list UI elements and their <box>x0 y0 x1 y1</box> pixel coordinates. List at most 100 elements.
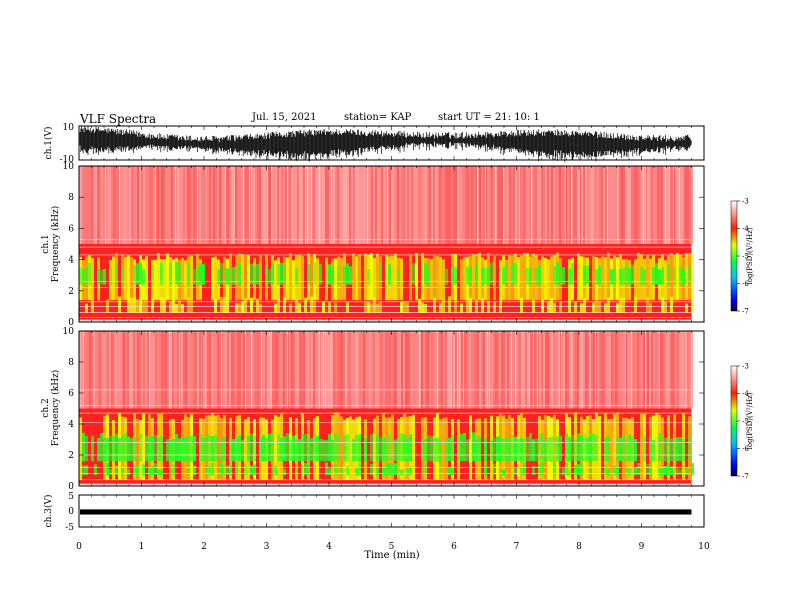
spectrogram-band <box>499 438 502 462</box>
spectrogram-column <box>551 331 553 409</box>
spectrogram-band <box>664 465 667 476</box>
spectrogram-band <box>676 468 679 476</box>
spectrogram-band <box>145 256 148 301</box>
spectrogram-gap <box>519 166 520 252</box>
spectrogram-band <box>517 439 520 462</box>
spectrogram-band <box>574 301 577 313</box>
spectrogram-band <box>325 257 328 301</box>
spectrogram-band <box>223 297 226 313</box>
spectrogram-band <box>292 260 295 301</box>
time-tick-label: 5 <box>389 542 395 552</box>
spectrogram-column <box>91 166 93 244</box>
spectrogram-column <box>345 166 347 244</box>
spectrogram-column <box>545 331 547 409</box>
spectrogram-column <box>379 166 381 244</box>
spectrogram-column <box>575 166 577 244</box>
ch1-colorbar-label: log(PSD)(V²/Hz) <box>746 227 754 284</box>
spectrogram-column <box>491 331 493 409</box>
spectrogram-band <box>313 262 316 285</box>
spectrogram-column <box>633 331 635 409</box>
spectrogram-band <box>646 297 649 313</box>
spectrogram-column <box>135 166 137 244</box>
spectrogram-band <box>595 435 598 462</box>
spectrogram-column <box>393 166 395 244</box>
spectrogram-column <box>93 331 95 409</box>
spectrogram-column <box>471 166 473 244</box>
spectrogram-band <box>532 253 535 301</box>
spectrogram-band <box>424 303 427 313</box>
spectrogram-column <box>401 331 403 409</box>
spectrogram-column <box>285 166 287 244</box>
spectrogram-gap <box>645 166 646 252</box>
spectrogram-column <box>363 331 365 409</box>
spectrogram-column <box>197 331 199 409</box>
spectrogram-column <box>201 166 203 244</box>
spectrogram-column <box>547 331 549 409</box>
spectrogram-band <box>598 416 601 480</box>
ch2-colorbar-ticks: -3 -4 -5 -6 -7 <box>737 363 749 481</box>
spectrogram-column <box>385 331 387 409</box>
spectrogram-band <box>409 466 412 476</box>
spectrogram-band <box>607 252 610 301</box>
spectrogram-band <box>82 465 85 476</box>
spectrogram-column <box>347 166 349 244</box>
spectrogram-band <box>148 436 151 462</box>
spectrogram-band <box>439 256 442 301</box>
spectrogram-band <box>85 435 88 462</box>
spectrogram-column <box>317 331 319 409</box>
spectrogram-column <box>467 331 469 409</box>
spectrogram-band <box>412 414 415 480</box>
spectrogram-band <box>568 436 571 462</box>
colorbar-tick-label: -4 <box>742 390 749 398</box>
spectrogram-band <box>577 253 580 301</box>
spectrogram-band <box>466 266 469 285</box>
spectrogram-band <box>187 263 190 285</box>
spectrogram-band <box>133 298 136 313</box>
spectrogram-band <box>538 433 541 462</box>
spectrogram-band <box>577 433 580 462</box>
spectrogram-column <box>401 166 403 244</box>
spectrogram-band <box>109 435 112 462</box>
spectrogram-column <box>421 166 423 244</box>
ch1-colorbar-scale <box>730 200 738 312</box>
spectrogram-band <box>637 462 640 476</box>
spectrogram-band <box>658 433 661 462</box>
spectrogram-band <box>424 438 427 462</box>
spectrogram-band <box>130 438 133 462</box>
spectrogram-column <box>673 331 675 409</box>
spectrogram-band <box>580 435 583 462</box>
spectrogram-gap <box>679 166 680 252</box>
spectrogram-band <box>298 254 301 301</box>
spectrogram-band <box>193 268 196 285</box>
spectrogram-column <box>155 331 157 409</box>
spectrogram-band <box>370 302 373 313</box>
spectrogram-band <box>328 434 331 462</box>
spectrogram-column <box>629 331 631 409</box>
spectrogram-column <box>527 331 529 409</box>
spectrogram-band <box>685 468 688 476</box>
spectrogram-column <box>599 166 601 244</box>
time-tick-label: 1 <box>139 542 145 552</box>
spectrogram-column <box>391 166 393 244</box>
frequency-tick-label: 8 <box>68 193 74 203</box>
spectrogram-column <box>389 166 391 244</box>
spectrogram-column <box>377 166 379 244</box>
spectrogram-column <box>387 331 389 409</box>
spectrogram-column <box>213 166 215 244</box>
spectrogram-band <box>166 253 169 301</box>
spectrogram-column <box>509 166 511 244</box>
spectrogram-band <box>328 301 331 313</box>
spectrogram-band <box>301 256 304 301</box>
spectrogram-column <box>261 166 263 244</box>
spectrogram-column <box>371 166 373 244</box>
spectrogram-band <box>217 414 220 480</box>
spectrogram-band <box>604 303 607 313</box>
spectrogram-column <box>233 166 235 244</box>
spectrogram-band <box>214 434 217 462</box>
spectrogram-column <box>115 331 117 409</box>
spectrogram-column <box>265 166 267 244</box>
spectrogram-column <box>293 166 295 244</box>
figure-title: VLF Spectra <box>80 112 157 126</box>
spectrogram-column <box>313 166 315 244</box>
spectrogram-column <box>309 331 311 409</box>
